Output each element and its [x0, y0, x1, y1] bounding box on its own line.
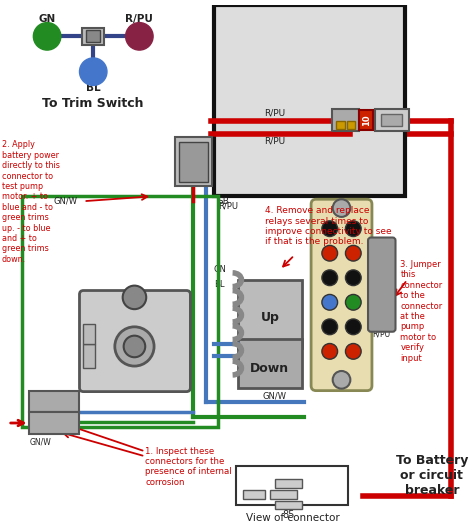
Bar [83, 343, 95, 368]
Text: Up: Up [260, 311, 279, 323]
Bar [270, 490, 297, 499]
Bar [275, 500, 302, 509]
Circle shape [333, 199, 350, 217]
Bar [214, 5, 405, 196]
Circle shape [80, 58, 107, 85]
Bar [243, 490, 265, 499]
FancyBboxPatch shape [368, 237, 395, 332]
Bar [375, 109, 409, 130]
Text: R/PU: R/PU [373, 329, 391, 338]
Text: 2. Apply
battery power
directly to this
connector to
test pump
motor. + to
blue : 2. Apply battery power directly to this … [2, 140, 60, 264]
Circle shape [126, 23, 153, 50]
Bar [236, 466, 348, 506]
Bar [347, 121, 355, 129]
Text: View of connector: View of connector [246, 513, 339, 523]
Circle shape [322, 295, 337, 310]
Text: BL: BL [86, 83, 100, 93]
Bar [86, 30, 100, 42]
Text: GN: GN [214, 266, 227, 275]
Bar [29, 391, 79, 412]
Text: GN/W: GN/W [29, 437, 51, 446]
Circle shape [333, 371, 350, 388]
Text: 4. Remove and replace
relays several times to
improve connectivity to see
if tha: 4. Remove and replace relays several tim… [265, 206, 392, 246]
Circle shape [322, 270, 337, 286]
Text: R/PU: R/PU [126, 14, 153, 24]
Text: SB: SB [218, 197, 230, 206]
Bar [275, 479, 302, 488]
Circle shape [322, 319, 337, 334]
Circle shape [346, 221, 361, 236]
Text: 87: 87 [247, 485, 260, 496]
Bar [359, 110, 373, 129]
Circle shape [346, 319, 361, 334]
Text: To Battery
or circuit
breaker: To Battery or circuit breaker [396, 454, 468, 498]
Circle shape [123, 286, 146, 309]
Text: 3. Jumper
this
connector
to the
connector
at the
pump
motor to
verify
input: 3. Jumper this connector to the connecto… [401, 260, 443, 363]
Text: R/PU: R/PU [218, 201, 238, 210]
Text: 85: 85 [283, 510, 295, 520]
Bar [83, 324, 95, 343]
FancyBboxPatch shape [80, 290, 191, 392]
Bar [22, 196, 218, 427]
Text: To Trim Switch: To Trim Switch [43, 96, 144, 110]
Text: GN/W: GN/W [263, 391, 287, 400]
Text: 87a: 87a [275, 485, 293, 496]
Text: 30: 30 [306, 488, 319, 498]
Text: GN: GN [38, 14, 56, 24]
Bar [238, 280, 302, 348]
Text: 10: 10 [362, 114, 371, 126]
Text: BL/W: BL/W [44, 398, 64, 407]
Bar [238, 339, 302, 387]
Text: R/PU: R/PU [264, 137, 285, 146]
Text: SB: SB [357, 211, 368, 220]
Circle shape [346, 343, 361, 359]
Text: R/PU: R/PU [264, 108, 285, 117]
Circle shape [346, 295, 361, 310]
Circle shape [322, 245, 337, 261]
Bar [336, 121, 346, 129]
Bar [29, 412, 79, 434]
Text: R/PU: R/PU [373, 244, 391, 253]
Text: 86: 86 [283, 475, 295, 485]
Text: 1. Inspect these
connectors for the
presence of internal
corrosion: 1. Inspect these connectors for the pres… [145, 447, 232, 487]
Circle shape [346, 270, 361, 286]
Circle shape [115, 327, 154, 366]
Circle shape [322, 343, 337, 359]
Bar [82, 28, 104, 45]
FancyBboxPatch shape [311, 199, 372, 391]
Text: GN/W: GN/W [54, 197, 78, 206]
Bar [332, 109, 359, 130]
Text: BL: BL [214, 280, 225, 289]
Text: SB: SB [357, 381, 368, 390]
Circle shape [124, 335, 145, 357]
Circle shape [33, 23, 61, 50]
Text: Down: Down [250, 361, 290, 375]
Bar [179, 143, 208, 182]
Circle shape [346, 245, 361, 261]
Text: BL/W: BL/W [44, 419, 64, 428]
Circle shape [322, 221, 337, 236]
Bar [381, 114, 402, 126]
Bar [175, 137, 212, 187]
